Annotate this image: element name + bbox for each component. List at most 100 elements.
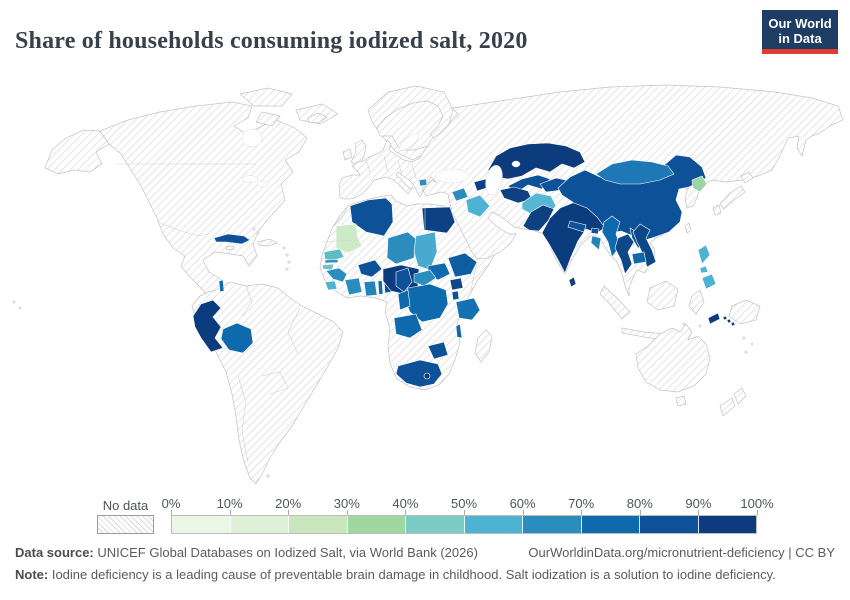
- pacific-island[interactable]: [750, 342, 754, 346]
- antilles-island[interactable]: [285, 253, 289, 257]
- country-tanzania[interactable]: [455, 297, 481, 321]
- country-egypt[interactable]: [421, 206, 456, 234]
- owid-url-link[interactable]: OurWorldinData.org/micronutrient-deficie…: [528, 545, 835, 560]
- country-thailand[interactable]: [614, 233, 635, 275]
- legend-color-cell[interactable]: [230, 516, 289, 533]
- country-cuba[interactable]: [213, 233, 251, 245]
- landmass-caribbean-islands[interactable]: [225, 245, 235, 251]
- country-timor-leste[interactable]: [707, 312, 721, 325]
- country-iraq[interactable]: [465, 194, 491, 218]
- country-bhutan[interactable]: [590, 227, 600, 235]
- landmass-tasmania[interactable]: [675, 395, 687, 407]
- landmass-iceland[interactable]: [307, 112, 328, 124]
- landmass-madagascar[interactable]: [474, 329, 493, 363]
- legend-color-cell[interactable]: [523, 516, 582, 533]
- landmass-alaska[interactable]: [44, 129, 110, 175]
- pacific-island[interactable]: [744, 350, 748, 354]
- country-peru[interactable]: [192, 299, 224, 353]
- country-nepal[interactable]: [567, 220, 587, 233]
- landmass-north-america[interactable]: [99, 101, 308, 307]
- legend-color-cell[interactable]: [406, 516, 465, 533]
- bahamas-island[interactable]: [256, 231, 260, 235]
- landmass-australia[interactable]: [635, 323, 711, 393]
- pacific-island[interactable]: [742, 336, 746, 340]
- country-mongolia[interactable]: [595, 159, 675, 185]
- country-cameroon[interactable]: [395, 267, 413, 293]
- country-gambia[interactable]: [324, 259, 339, 264]
- landmass-scandinavia[interactable]: [376, 100, 444, 151]
- legend-color-cell[interactable]: [347, 516, 406, 533]
- legend-color-cell[interactable]: [172, 516, 231, 533]
- no-data-swatch[interactable]: [97, 515, 154, 534]
- country-ethiopia[interactable]: [447, 252, 478, 278]
- legend-color-cell[interactable]: [640, 516, 699, 533]
- landmass-taiwan[interactable]: [684, 222, 692, 234]
- legend-tick-label: 30%: [333, 496, 360, 511]
- landmass-hispaniola[interactable]: [257, 238, 278, 247]
- landmass-new-zealand[interactable]: [719, 387, 747, 417]
- landmass-ireland[interactable]: [342, 148, 353, 161]
- country-cambodia[interactable]: [631, 251, 647, 265]
- legend-no-data[interactable]: No data: [97, 498, 154, 534]
- legend-color-cell[interactable]: [698, 516, 756, 533]
- country-pakistan[interactable]: [522, 204, 555, 232]
- legend-tick-mark: [464, 510, 465, 515]
- country-malawi[interactable]: [455, 323, 463, 339]
- country-burkina-faso[interactable]: [357, 259, 383, 278]
- legend-color-cell[interactable]: [289, 516, 348, 533]
- antilles-island[interactable]: [287, 260, 291, 264]
- country-rwanda-burundi[interactable]: [451, 290, 460, 301]
- landmass-sulawesi[interactable]: [688, 289, 705, 315]
- pacific-island[interactable]: [18, 306, 22, 310]
- lesser-sunda-island[interactable]: [698, 324, 702, 328]
- country-sierra-leone[interactable]: [324, 280, 338, 291]
- landmass-new-guinea[interactable]: [728, 299, 761, 325]
- antilles-island[interactable]: [282, 246, 286, 250]
- country-ghana[interactable]: [363, 280, 378, 297]
- country-cote-divoire[interactable]: [344, 277, 363, 296]
- country-bangladesh[interactable]: [590, 235, 602, 251]
- country-central-african-republic[interactable]: [413, 269, 437, 287]
- country-south-africa[interactable]: [395, 359, 443, 388]
- legend-color-cell[interactable]: [464, 516, 523, 533]
- owid-logo[interactable]: Our World in Data: [762, 10, 838, 54]
- country-guinea-bissau[interactable]: [321, 263, 335, 271]
- country-zimbabwe[interactable]: [427, 341, 449, 360]
- country-niger[interactable]: [386, 231, 417, 265]
- country-north-macedonia[interactable]: [418, 178, 428, 187]
- country-lesotho[interactable]: [423, 372, 431, 380]
- lesser-sunda-island[interactable]: [682, 322, 686, 326]
- country-senegal[interactable]: [323, 248, 345, 262]
- no-data-label: No data: [102, 498, 149, 513]
- country-togo[interactable]: [377, 280, 384, 295]
- landmass-sumatra[interactable]: [599, 285, 631, 320]
- country-guinea[interactable]: [325, 267, 348, 283]
- country-north-korea[interactable]: [691, 175, 708, 193]
- chart-footer: Data source: UNICEF Global Databases on …: [15, 545, 835, 582]
- country-belize[interactable]: [218, 279, 225, 293]
- landmass-arctic-islands[interactable]: [239, 87, 339, 127]
- legend-tick-label: 20%: [275, 496, 302, 511]
- country-uganda[interactable]: [449, 277, 464, 291]
- country-vietnam[interactable]: [632, 223, 657, 268]
- country-kazakhstan[interactable]: [487, 142, 586, 180]
- country-algeria[interactable]: [349, 197, 394, 237]
- country-angola[interactable]: [393, 313, 423, 339]
- country-solomon-islands[interactable]: [722, 315, 736, 327]
- legend-tick-label: 40%: [392, 496, 419, 511]
- country-syria[interactable]: [451, 187, 469, 202]
- landmass-borneo[interactable]: [646, 280, 679, 311]
- bahamas-island[interactable]: [252, 227, 256, 231]
- country-mauritania[interactable]: [335, 223, 363, 254]
- country-congo[interactable]: [397, 289, 411, 311]
- legend-color-cell[interactable]: [581, 516, 640, 533]
- country-bolivia[interactable]: [220, 322, 254, 354]
- pacific-island[interactable]: [12, 300, 16, 304]
- world-choropleth-map[interactable]: [0, 76, 850, 494]
- country-sri-lanka[interactable]: [568, 276, 577, 288]
- country-philippines[interactable]: [697, 244, 717, 290]
- antilles-island[interactable]: [285, 267, 289, 271]
- falkland-islands[interactable]: [266, 474, 270, 478]
- legend-tick-mark: [405, 510, 407, 515]
- landmass-japan[interactable]: [712, 171, 754, 216]
